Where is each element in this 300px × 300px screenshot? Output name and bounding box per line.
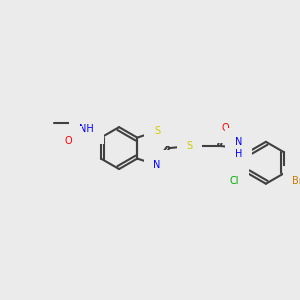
Text: Cl: Cl <box>230 176 239 186</box>
Text: S: S <box>186 141 193 151</box>
Text: S: S <box>154 126 160 136</box>
Text: Br: Br <box>292 176 300 186</box>
Text: NH: NH <box>79 124 94 134</box>
Text: O: O <box>221 123 229 133</box>
Text: N
H: N H <box>235 137 242 159</box>
Text: N: N <box>154 160 161 170</box>
Text: O: O <box>65 136 72 146</box>
